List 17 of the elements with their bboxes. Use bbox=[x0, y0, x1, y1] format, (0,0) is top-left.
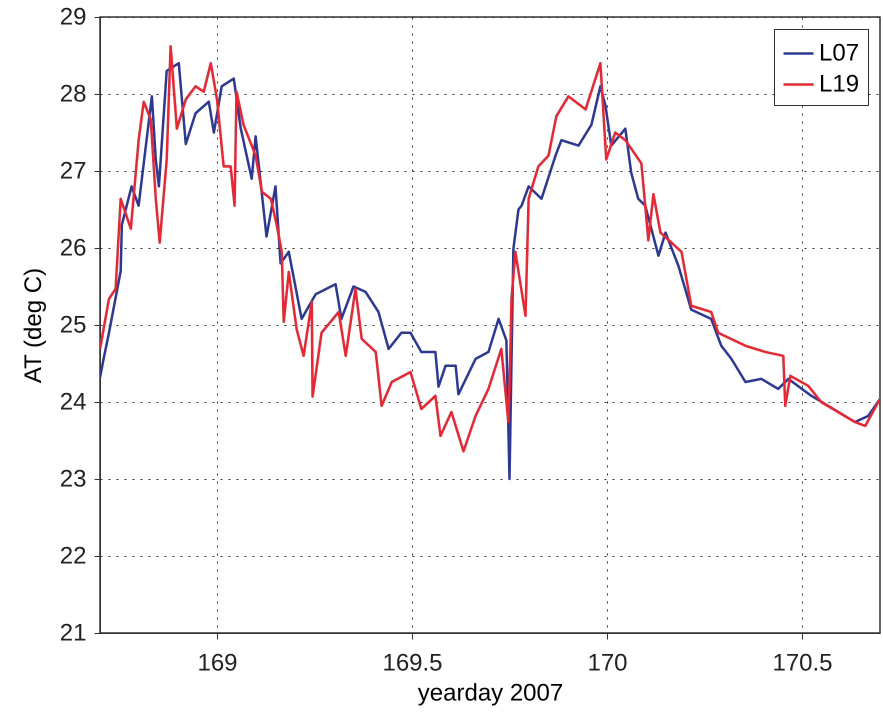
y-tick-label: 28 bbox=[60, 80, 86, 108]
x-tick-label: 170 bbox=[587, 650, 628, 676]
y-tick-label: 25 bbox=[60, 312, 86, 338]
x-axis-title: yearday 2007 bbox=[418, 680, 564, 706]
y-tick-label: 22 bbox=[60, 542, 86, 570]
y-tick-label: 23 bbox=[60, 466, 86, 492]
y-tick-label: 29 bbox=[60, 4, 86, 30]
x-tick-label: 169.5 bbox=[382, 650, 443, 676]
y-tick-label: 21 bbox=[60, 620, 86, 646]
y-tick-label: 27 bbox=[60, 158, 86, 184]
legend-label: L19 bbox=[819, 70, 860, 98]
y-tick-label: 26 bbox=[60, 234, 86, 262]
x-tick-label: 169 bbox=[197, 650, 238, 676]
y-tick-label: 24 bbox=[60, 388, 86, 416]
legend-label: L07 bbox=[819, 40, 860, 66]
x-tick-label: 170.5 bbox=[772, 650, 833, 676]
y-axis-title: AT (deg C) bbox=[20, 268, 47, 384]
